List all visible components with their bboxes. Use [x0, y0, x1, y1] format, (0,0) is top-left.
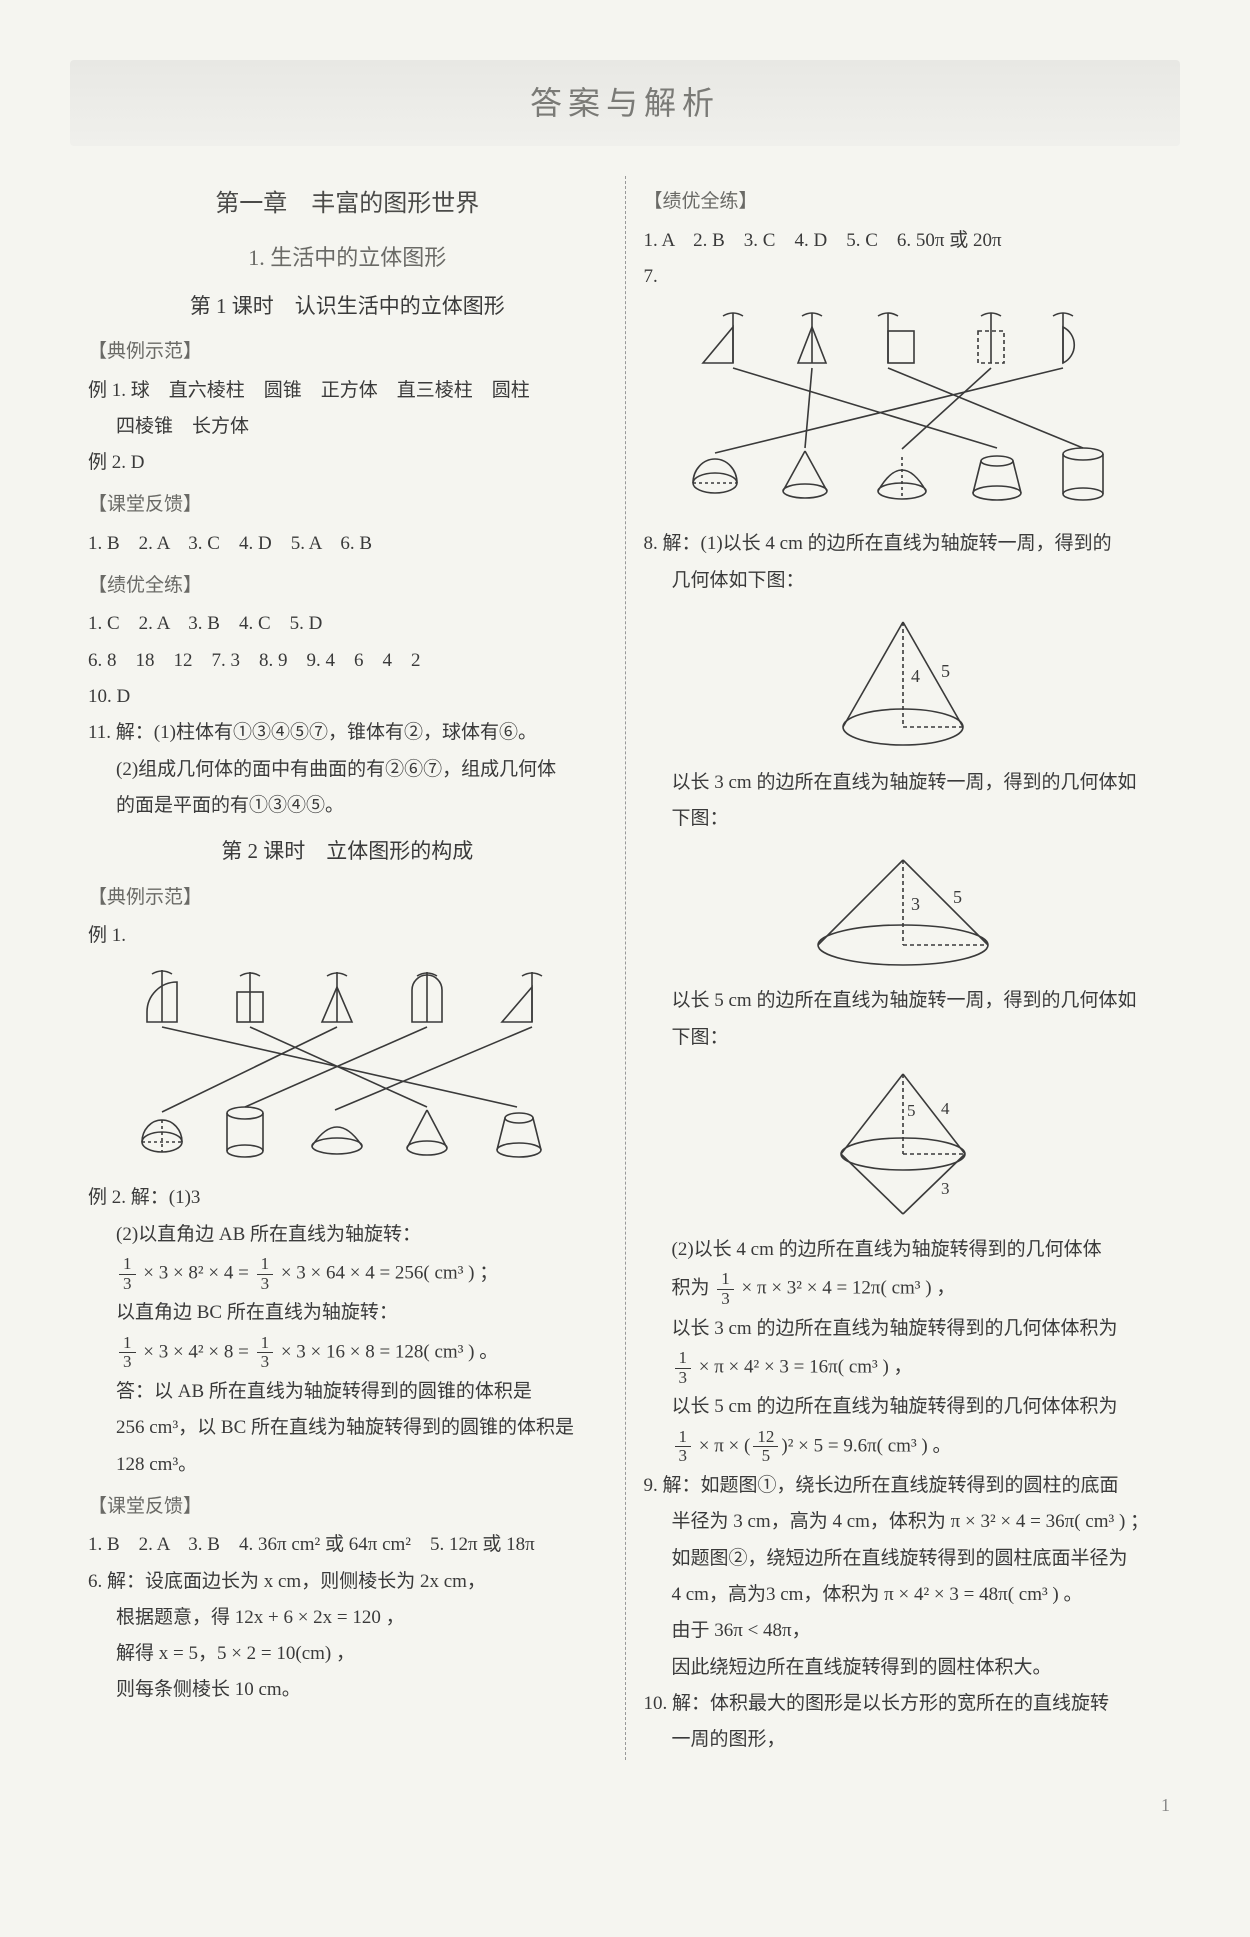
excel-line3: 10. D — [88, 681, 607, 713]
section-title: 1. 生活中的立体图形 — [88, 239, 607, 276]
fraction-icon: 13 — [257, 1255, 274, 1293]
q8-2c-rest: ² × 5 = 9.6π( cm³ ) 。 — [788, 1435, 952, 1456]
r-excel-l2: 7. — [644, 261, 1163, 293]
fraction-12-5: 125 — [753, 1428, 778, 1466]
class2-line4: 解得 x = 5，5 × 2 = 10(cm) ， — [88, 1638, 607, 1670]
class-answers: 1. B 2. A 3. C 4. D 5. A 6. B — [88, 528, 607, 560]
calc1-a: × 3 × 8² × 4 = — [139, 1263, 254, 1284]
q8-l3: 以长 3 cm 的边所在直线为轴旋转一周，得到的几何体如 — [644, 767, 1163, 799]
heading-examples: 【典例示范】 — [88, 336, 607, 368]
q8-2b: 以长 3 cm 的边所在直线为轴旋转得到的几何体体积为 — [644, 1313, 1163, 1345]
q8-2b-calc: 13 × π × 4² × 3 = 16π( cm³ ) ， — [644, 1349, 1163, 1387]
q8-l6: 下图： — [644, 1022, 1163, 1054]
cone2-label-3: 3 — [911, 894, 920, 914]
example-2-1: 例 1. — [88, 920, 607, 952]
example-1-line1: 例 1. 球 直六棱柱 圆锥 正方体 直三棱柱 圆柱 — [88, 375, 607, 407]
q8-2b-rest: × π × 4² × 3 = 16π( cm³ ) ， — [694, 1357, 913, 1378]
q8-l2: 几何体如下图： — [644, 565, 1163, 597]
q8-l5: 以长 5 cm 的边所在直线为轴旋转一周，得到的几何体如 — [644, 985, 1163, 1017]
q9-l4: 4 cm，高为3 cm，体积为 π × 4² × 3 = 48π( cm³ ) … — [644, 1579, 1163, 1611]
page-number: 1 — [70, 1790, 1180, 1821]
answer-line1: 答：以 AB 所在直线为轴旋转得到的圆锥的体积是 — [88, 1376, 607, 1408]
q8-2a: (2)以长 4 cm 的边所在直线为轴旋转得到的几何体体 — [644, 1234, 1163, 1266]
calc-line-2: 13 × 3 × 4² × 8 = 13 × 3 × 16 × 8 = 128(… — [88, 1334, 607, 1372]
example-1-line2: 四棱锥 长方体 — [88, 411, 607, 443]
heading-excellence: 【绩优全练】 — [88, 570, 607, 602]
answer-line2: 256 cm³，以 BC 所在直线为轴旋转得到的圆锥的体积是 — [88, 1412, 607, 1444]
example-2-2c: 以直角边 BC 所在直线为轴旋转： — [88, 1297, 607, 1329]
fraction-icon: 13 — [257, 1334, 274, 1372]
matching-diagram-right — [663, 303, 1143, 518]
q8-2c-calc: 13 × π × (125)² × 5 = 9.6π( cm³ ) 。 — [644, 1428, 1163, 1466]
lesson-title-1: 第 1 课时 认识生活中的立体图形 — [88, 289, 607, 325]
heading-examples-2: 【典例示范】 — [88, 882, 607, 914]
q8-l4: 下图： — [644, 803, 1163, 835]
answer-line3: 128 cm³。 — [88, 1449, 607, 1481]
two-column-layout: 第一章 丰富的图形世界 1. 生活中的立体图形 第 1 课时 认识生活中的立体图… — [70, 176, 1180, 1760]
chapter-title: 第一章 丰富的图形世界 — [88, 184, 607, 225]
q8-2a-prefix: 积为 — [672, 1278, 715, 1299]
q9-l6: 因此绕短边所在直线旋转得到的圆柱体积大。 — [644, 1652, 1163, 1684]
cone2-label-5: 5 — [953, 887, 962, 907]
matching-diagram-left — [107, 962, 587, 1172]
class2-line2: 6. 解：设底面边长为 x cm，则侧棱长为 2x cm， — [88, 1566, 607, 1598]
q8-2a-calc: 积为 13 × π × 3² × 4 = 12π( cm³ ) ， — [644, 1270, 1163, 1308]
fraction-icon: 13 — [119, 1334, 136, 1372]
heading-class-feedback: 【课堂反馈】 — [88, 489, 607, 521]
heading-class-feedback-2: 【课堂反馈】 — [88, 1491, 607, 1523]
calc2-b: × 3 × 16 × 8 = 128( cm³ ) 。 — [276, 1341, 498, 1362]
excel-line1: 1. C 2. A 3. B 4. C 5. D — [88, 608, 607, 640]
q9-l3: 如题图②，绕短边所在直线旋转得到的圆柱底面半径为 — [644, 1543, 1163, 1575]
cone-diagram-2: 3 5 — [778, 845, 1028, 975]
calc2-a: × 3 × 4² × 8 = — [139, 1341, 254, 1362]
fraction-icon: 13 — [119, 1255, 136, 1293]
q8-l1: 8. 解：(1)以长 4 cm 的边所在直线为轴旋转一周，得到的 — [644, 528, 1163, 560]
example-2-2b: (2)以直角边 AB 所在直线为轴旋转： — [88, 1219, 607, 1251]
r-excel-l1: 1. A 2. B 3. C 4. D 5. C 6. 50π 或 20π — [644, 225, 1163, 257]
calc1-b: × 3 × 64 × 4 = 256( cm³ ) ； — [276, 1263, 498, 1284]
excel-line2: 6. 8 18 12 7. 3 8. 9 9. 4 6 4 2 — [88, 645, 607, 677]
q8-2c: 以长 5 cm 的边所在直线为轴旋转得到的几何体体积为 — [644, 1391, 1163, 1423]
fraction-icon: 13 — [717, 1270, 734, 1308]
example-2-2a: 例 2. 解：(1)3 — [88, 1182, 607, 1214]
q8-2a-rest: × π × 3² × 4 = 12π( cm³ ) ， — [737, 1278, 956, 1299]
q9-l5: 由于 36π < 48π， — [644, 1615, 1163, 1647]
class2-line5: 则每条侧棱长 10 cm。 — [88, 1674, 607, 1706]
fraction-icon: 13 — [675, 1349, 692, 1387]
bicone-label-3: 3 — [941, 1179, 950, 1198]
calc-line-1: 13 × 3 × 8² × 4 = 13 × 3 × 64 × 4 = 256(… — [88, 1255, 607, 1293]
lesson-title-2: 第 2 课时 立体图形的构成 — [88, 834, 607, 870]
class2-line1: 1. B 2. A 3. B 4. 36π cm² 或 64π cm² 5. 1… — [88, 1529, 607, 1561]
bicone-diagram: 5 4 3 — [803, 1064, 1003, 1224]
bicone-label-5: 5 — [907, 1101, 916, 1120]
q9-l1: 9. 解：如题图①，绕长边所在直线旋转得到的圆柱的底面 — [644, 1470, 1163, 1502]
fraction-icon: 13 — [675, 1428, 692, 1466]
excel-line5: (2)组成几何体的面中有曲面的有②⑥⑦，组成几何体 — [88, 754, 607, 786]
bicone-label-4: 4 — [941, 1099, 950, 1118]
excel-line4: 11. 解：(1)柱体有①③④⑤⑦，锥体有②，球体有⑥。 — [88, 717, 607, 749]
page-header: 答案与解析 — [70, 60, 1180, 146]
left-column: 第一章 丰富的图形世界 1. 生活中的立体图形 第 1 课时 认识生活中的立体图… — [70, 176, 625, 1760]
excel-line6: 的面是平面的有①③④⑤。 — [88, 790, 607, 822]
q9-l2: 半径为 3 cm，高为 4 cm，体积为 π × 3² × 4 = 36π( c… — [644, 1506, 1163, 1538]
right-column: 【绩优全练】 1. A 2. B 3. C 4. D 5. C 6. 50π 或… — [626, 176, 1181, 1760]
class2-line3: 根据题意，得 12x + 6 × 2x = 120 ， — [88, 1602, 607, 1634]
cone-diagram-1: 4 5 — [803, 607, 1003, 757]
cone1-label-5: 5 — [941, 661, 950, 681]
example-2: 例 2. D — [88, 447, 607, 479]
heading-excellence-r: 【绩优全练】 — [644, 186, 1163, 218]
q10-l2: 一周的图形， — [644, 1724, 1163, 1756]
cone1-label-4: 4 — [911, 666, 920, 686]
q10-l1: 10. 解：体积最大的图形是以长方形的宽所在的直线旋转 — [644, 1688, 1163, 1720]
q8-2c-mid: × π × — [694, 1435, 744, 1456]
